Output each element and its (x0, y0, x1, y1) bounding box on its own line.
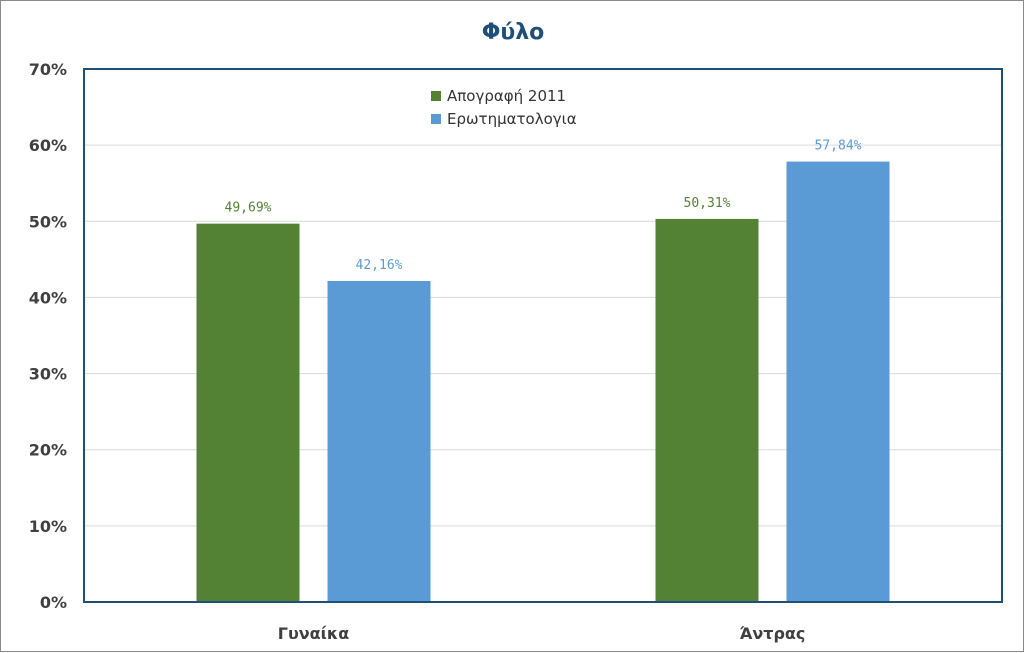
y-tick-label: 70% (29, 60, 67, 79)
x-tick-label: Γυναίκα (278, 624, 349, 643)
y-tick-label: 10% (29, 517, 67, 536)
chart-title: Φύλο (482, 20, 545, 45)
data-label: 49,69% (225, 201, 272, 216)
bar (196, 223, 300, 602)
y-tick-label: 60% (29, 136, 67, 155)
legend-swatch (431, 91, 441, 101)
y-tick-label: 40% (29, 288, 67, 307)
data-labels: 49,69% 42,16% 50,31% 57,84% (225, 139, 862, 273)
data-label: 42,16% (356, 258, 403, 273)
bar (655, 218, 759, 602)
x-tick-label: Άντρας (740, 624, 806, 643)
bars (196, 161, 890, 602)
legend-label: Ερωτηματολογια (447, 110, 577, 128)
y-tick-label: 0% (40, 593, 67, 612)
y-tick-label: 20% (29, 441, 67, 460)
data-label: 57,84% (815, 139, 862, 154)
legend-label: Απογραφή 2011 (447, 87, 566, 105)
plot-area-border (83, 68, 1003, 603)
legend: Απογραφή 2011 Ερωτηματολογια (431, 87, 577, 128)
bar (786, 161, 890, 602)
legend-swatch (431, 114, 441, 124)
y-tick-label: 30% (29, 365, 67, 384)
bar (327, 280, 431, 602)
x-axis-ticks: Γυναίκα Άντρας (278, 624, 806, 643)
y-axis-ticks: 0% 10% 20% 30% 40% 50% 60% 70% (29, 60, 67, 612)
data-label: 50,31% (684, 196, 731, 211)
y-tick-label: 50% (29, 212, 67, 231)
